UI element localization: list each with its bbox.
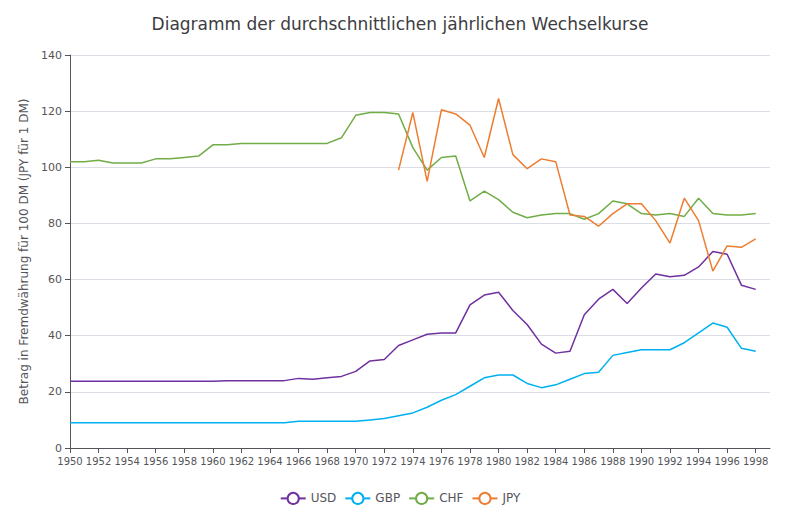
- svg-text:1990: 1990: [629, 456, 654, 467]
- svg-text:1970: 1970: [343, 456, 368, 467]
- svg-text:1994: 1994: [686, 456, 711, 467]
- svg-text:1982: 1982: [514, 456, 539, 467]
- svg-text:1956: 1956: [143, 456, 168, 467]
- svg-text:JPY: JPY: [501, 491, 521, 505]
- svg-text:1964: 1964: [257, 456, 282, 467]
- svg-text:1968: 1968: [314, 456, 339, 467]
- svg-text:GBP: GBP: [375, 491, 400, 505]
- svg-text:1992: 1992: [657, 456, 682, 467]
- svg-text:80: 80: [48, 217, 62, 230]
- svg-text:USD: USD: [311, 491, 337, 505]
- svg-text:1974: 1974: [400, 456, 425, 467]
- svg-text:1952: 1952: [86, 456, 111, 467]
- svg-text:1984: 1984: [543, 456, 568, 467]
- svg-text:1966: 1966: [286, 456, 311, 467]
- svg-text:1954: 1954: [114, 456, 139, 467]
- svg-text:1988: 1988: [600, 456, 625, 467]
- svg-text:Diagramm der durchschnittliche: Diagramm der durchschnittlichen jährlich…: [152, 14, 649, 34]
- svg-text:1962: 1962: [229, 456, 254, 467]
- svg-text:1950: 1950: [57, 456, 82, 467]
- svg-text:Betrag in Fremdwährung für 100: Betrag in Fremdwährung für 100 DM (JPY f…: [17, 99, 31, 405]
- svg-text:40: 40: [48, 329, 62, 342]
- svg-text:0: 0: [55, 442, 62, 455]
- svg-text:1998: 1998: [743, 456, 768, 467]
- svg-text:20: 20: [48, 385, 62, 398]
- svg-text:1996: 1996: [714, 456, 739, 467]
- svg-text:1958: 1958: [172, 456, 197, 467]
- svg-text:140: 140: [41, 49, 62, 62]
- svg-text:1960: 1960: [200, 456, 225, 467]
- svg-text:1980: 1980: [486, 456, 511, 467]
- svg-text:120: 120: [41, 105, 62, 118]
- svg-text:100: 100: [41, 161, 62, 174]
- svg-text:CHF: CHF: [439, 491, 463, 505]
- svg-text:1986: 1986: [572, 456, 597, 467]
- svg-text:1972: 1972: [372, 456, 397, 467]
- svg-text:1978: 1978: [457, 456, 482, 467]
- svg-text:60: 60: [48, 273, 62, 286]
- svg-text:1976: 1976: [429, 456, 454, 467]
